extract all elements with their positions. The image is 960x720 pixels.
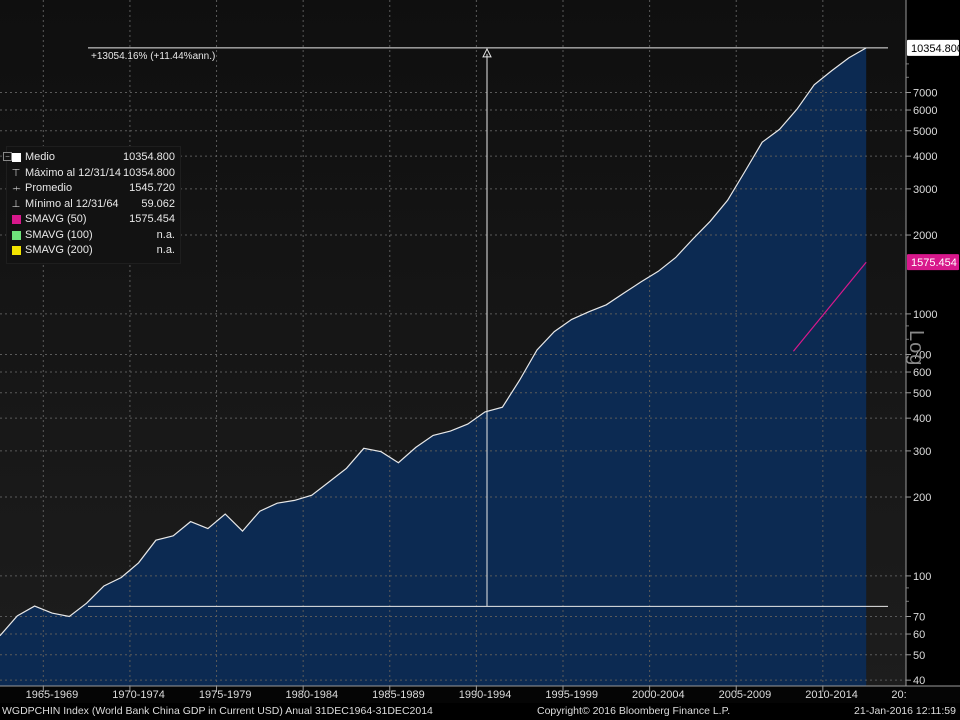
y-tick-label: 6000 — [913, 105, 937, 117]
legend-avg-icon: -+- — [12, 184, 21, 193]
legend-value: n.a. — [156, 244, 175, 256]
legend-label: Medio — [25, 151, 55, 163]
legend-label: Mínimo al 12/31/64 — [25, 197, 119, 210]
legend-label: SMAVG (200) — [25, 244, 93, 256]
legend-square-icon — [12, 230, 21, 240]
legend-value: 10354.800 — [123, 151, 175, 163]
y-tick-label: 7000 — [913, 87, 937, 99]
last-value-box — [907, 254, 959, 271]
x-tick-label: 2000-2004 — [632, 689, 685, 701]
gdp-line — [0, 47, 867, 637]
x-tick-label: 1965-1969 — [26, 689, 79, 701]
y-tick-label: 100 — [913, 571, 931, 583]
legend-min-icon: ⊥ — [11, 198, 21, 210]
y-tick-label: 200 — [913, 492, 931, 504]
legend-value: 1545.720 — [129, 182, 175, 194]
x-tick-label: 1975-1979 — [199, 689, 252, 701]
y-tick-label: 5000 — [913, 126, 937, 138]
legend-row: -+- Promedio 1545.720 — [11, 181, 177, 196]
last-value-label: 10354.800 — [911, 43, 960, 55]
y-tick-label: 2000 — [913, 230, 937, 242]
last-value-box — [907, 39, 959, 56]
footer-timestamp: 21-Jan-2016 12:11:59 — [854, 705, 956, 717]
footer-index-info: WGDPCHIN Index (World Bank China GDP in … — [2, 705, 433, 717]
x-tick-label: 1985-1989 — [372, 689, 425, 701]
x-tick-label: 1990-1994 — [459, 689, 512, 701]
y-tick-label: 600 — [913, 367, 931, 379]
y-tick-label: 1000 — [913, 309, 937, 321]
legend-max-icon: ⊤ — [11, 167, 21, 179]
legend-row: SMAVG (50) 1575.454 — [11, 212, 177, 227]
legend-row: ⊥ Mínimo al 12/31/64 59.062 — [11, 197, 177, 212]
x-tick-label: 20: — [891, 689, 906, 701]
legend-square-icon — [12, 246, 21, 255]
x-tick-label: 2010-2014 — [805, 689, 858, 701]
legend-value: 10354.800 — [123, 166, 175, 179]
legend-square-icon — [12, 215, 21, 224]
footer-copyright: Copyright© 2016 Bloomberg Finance L.P. — [537, 705, 731, 717]
legend-value: 59.062 — [141, 197, 175, 210]
change-label: +13054.16% (+11.44%ann.) — [91, 51, 215, 62]
legend-label: Promedio — [25, 182, 73, 194]
legend-row: SMAVG (200) n.a. — [11, 243, 177, 258]
y-tick-label: 700 — [913, 349, 931, 361]
legend-row: ⊤ Máximo al 12/31/14 10354.800 — [11, 166, 177, 181]
last-value-label: 1575.454 — [911, 257, 957, 269]
legend-row: Medio 10354.800 — [11, 150, 177, 165]
legend-label: SMAVG (100) — [25, 228, 93, 241]
x-tick-label: 1995-1999 — [545, 689, 598, 701]
y-tick-label: 4000 — [913, 151, 937, 163]
change-arrow-head — [482, 47, 492, 58]
footer-bar: WGDPCHIN Index (World Bank China GDP in … — [0, 703, 960, 720]
legend-label: SMAVG (50) — [25, 213, 87, 225]
y-tick-label: 500 — [913, 388, 931, 400]
axis-panel-background — [906, 0, 960, 686]
x-tick-label: 1980-1984 — [286, 689, 339, 701]
x-axis-panel — [0, 686, 960, 703]
legend-collapse-icon[interactable]: − — [3, 152, 12, 161]
legend-square-icon — [12, 153, 21, 162]
legend-value: 1575.454 — [129, 213, 175, 225]
y-tick-label: 50 — [913, 650, 925, 662]
legend-value: n.a. — [156, 228, 175, 241]
y-tick-label: 70 — [913, 611, 925, 623]
legend-box: Medio 10354.800 ⊤ Máximo al 12/31/14 10354.8… — [3, 146, 181, 264]
y-tick-label: 400 — [913, 413, 931, 425]
legend-label: Máximo al 12/31/14 — [25, 166, 121, 179]
legend-row: SMAVG (100) n.a. — [11, 228, 177, 243]
smavg50-line — [792, 261, 867, 352]
y-tick-label: 3000 — [913, 184, 937, 196]
x-tick-label: 1970-1974 — [112, 689, 165, 701]
y-tick-label: 300 — [913, 446, 931, 458]
y-tick-label: 60 — [913, 629, 925, 641]
x-tick-label: 2005-2009 — [719, 689, 772, 701]
y-tick-label: 40 — [913, 675, 925, 687]
y-axis-title: Log — [905, 330, 927, 367]
